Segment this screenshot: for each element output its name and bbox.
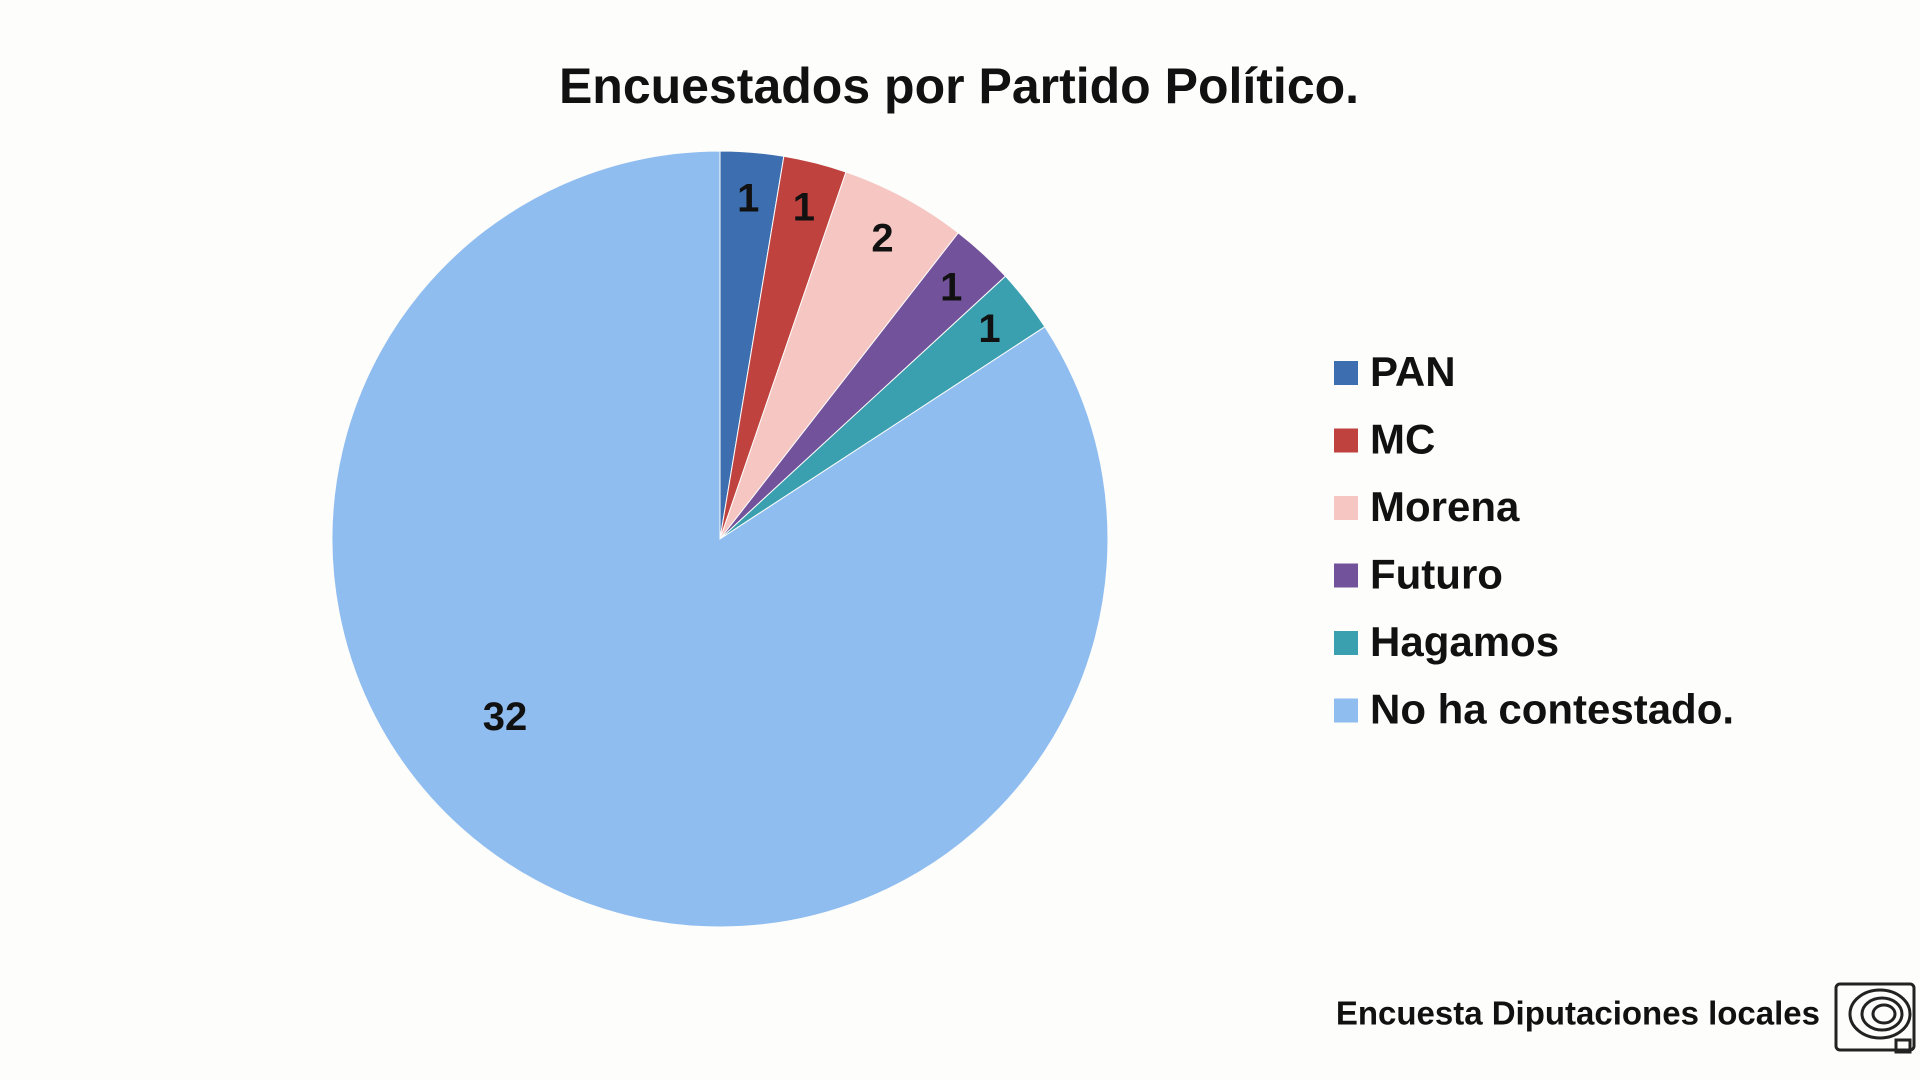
legend-swatch: [1334, 631, 1358, 655]
legend-label: Futuro: [1370, 551, 1503, 598]
legend-label: No ha contestado.: [1370, 686, 1734, 733]
legend-swatch: [1334, 361, 1358, 385]
logo-box: [1894, 1038, 1912, 1054]
data-label: 2: [871, 216, 893, 260]
logo: [1834, 982, 1916, 1054]
logo-ring: [1860, 996, 1904, 1032]
data-label: 1: [793, 186, 815, 230]
legend-label: MC: [1370, 416, 1435, 463]
footer-text: Encuesta Diputaciones locales: [1336, 995, 1820, 1032]
data-label: 32: [483, 695, 528, 739]
chart-title: Encuestados por Partido Político.: [559, 58, 1359, 114]
logo-ring: [1848, 988, 1912, 1040]
data-label: 1: [737, 176, 759, 220]
data-label: 1: [940, 265, 962, 309]
pie-slice: [331, 150, 1109, 928]
legend-swatch: [1334, 563, 1358, 588]
legend-label: Hagamos: [1370, 618, 1559, 665]
logo-frame: [1834, 982, 1916, 1052]
legend-swatch: [1334, 428, 1358, 453]
logo-ring: [1871, 1003, 1897, 1025]
legend-label: Morena: [1370, 483, 1520, 530]
legend-label: PAN: [1370, 348, 1456, 395]
data-label: 1: [978, 307, 1000, 351]
legend-swatch: [1334, 496, 1358, 520]
legend-swatch: [1334, 698, 1358, 723]
